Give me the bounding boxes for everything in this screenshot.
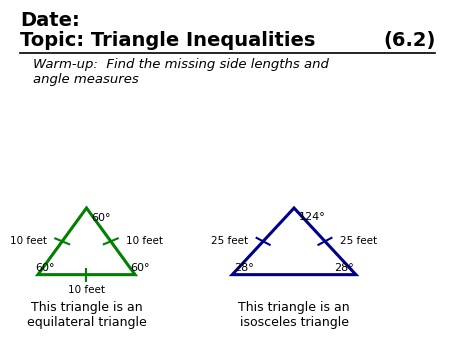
Text: 60°: 60° [130, 263, 150, 273]
Text: Warm-up:  Find the missing side lengths and
angle measures: Warm-up: Find the missing side lengths a… [33, 58, 329, 86]
Text: This triangle is an
equilateral triangle: This triangle is an equilateral triangle [27, 301, 146, 329]
Text: 60°: 60° [36, 263, 55, 273]
Text: 25 feet: 25 feet [211, 236, 248, 246]
Text: 10 feet: 10 feet [10, 236, 47, 246]
Text: 10 feet: 10 feet [68, 285, 105, 295]
Text: 60°: 60° [91, 213, 110, 223]
Text: Topic: Triangle Inequalities: Topic: Triangle Inequalities [20, 31, 315, 50]
Text: This triangle is an
isosceles triangle: This triangle is an isosceles triangle [238, 301, 350, 329]
Text: 28°: 28° [234, 263, 254, 273]
Text: 124°: 124° [298, 212, 325, 222]
Text: 10 feet: 10 feet [126, 236, 163, 246]
Text: 28°: 28° [334, 263, 354, 273]
Text: Date:: Date: [20, 11, 80, 30]
Text: 25 feet: 25 feet [340, 236, 378, 246]
Text: (6.2): (6.2) [383, 31, 435, 50]
